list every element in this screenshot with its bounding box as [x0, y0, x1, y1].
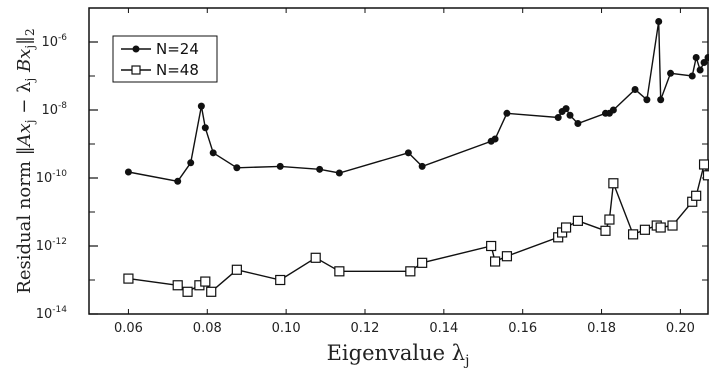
data-point-n24 — [233, 164, 241, 172]
data-point-n24 — [700, 58, 708, 66]
y-axis-label: Residual norm ‖Axj − λj Bxj‖2 — [14, 28, 37, 293]
data-point-n24 — [609, 106, 617, 114]
data-point-n24 — [187, 159, 195, 167]
y-tick-label: 10-12 — [36, 237, 67, 254]
data-point-n24 — [688, 72, 696, 80]
x-tick-label: 0.18 — [587, 321, 616, 336]
data-point-n48 — [655, 222, 666, 233]
series-line-n48 — [128, 162, 709, 293]
data-point-n24 — [554, 114, 562, 122]
data-point-n48 — [501, 251, 513, 262]
x-axis-label: Eigenvalue λj — [327, 341, 470, 369]
data-point-n24 — [667, 69, 675, 77]
data-point-n48 — [172, 280, 183, 291]
data-point-n24 — [124, 168, 132, 176]
data-point-n48 — [182, 286, 193, 297]
data-point-n24 — [276, 162, 284, 170]
data-point-n48 — [702, 170, 709, 181]
legend-marker-n24 — [132, 45, 140, 53]
data-point-n48 — [417, 257, 428, 268]
data-point-n48 — [572, 215, 583, 226]
data-point-n48 — [627, 229, 639, 240]
data-point-n24 — [491, 135, 499, 143]
data-point-n24 — [209, 149, 217, 157]
data-point-n24 — [655, 18, 663, 26]
y-tick-label: 10-6 — [41, 33, 67, 50]
data-point-n48 — [275, 274, 286, 286]
data-point-n24 — [566, 111, 574, 119]
y-tick-label: 10-10 — [36, 169, 68, 186]
x-tick-label: 0.06 — [114, 321, 143, 336]
data-point-n48 — [667, 220, 678, 231]
data-point-n24 — [692, 54, 700, 62]
data-point-n48 — [560, 222, 572, 233]
y-tick-label: 10-8 — [41, 101, 67, 118]
data-point-n24 — [201, 124, 209, 132]
data-point-n48 — [489, 256, 501, 267]
series-layer — [123, 18, 709, 297]
data-point-n24 — [197, 102, 205, 110]
data-point-n24 — [643, 96, 651, 104]
data-point-n24 — [562, 105, 570, 113]
x-tick-label: 0.16 — [508, 321, 537, 336]
data-point-n24 — [418, 162, 426, 170]
data-point-n48 — [231, 264, 242, 275]
data-point-n48 — [123, 273, 134, 284]
x-axis-ticks: 0.06 0.08 0.10 0.12 0.14 0.16 0.18 0.20 — [114, 8, 695, 336]
data-point-n48 — [310, 252, 321, 263]
x-tick-label: 0.10 — [272, 321, 301, 336]
data-point-n48 — [698, 159, 709, 170]
data-point-n24 — [696, 66, 704, 74]
data-point-n48 — [486, 240, 497, 252]
x-tick-label: 0.12 — [351, 321, 380, 336]
legend-box — [112, 35, 218, 83]
data-point-n24 — [704, 54, 709, 62]
x-tick-label: 0.14 — [429, 321, 458, 336]
data-point-n48 — [200, 276, 211, 287]
legend: N=24 N=48 — [112, 35, 218, 83]
data-point-n48 — [639, 224, 651, 235]
data-point-n24 — [631, 86, 639, 94]
legend-label-n24: N=24 — [156, 40, 199, 58]
data-point-n48 — [206, 286, 217, 297]
data-point-n48 — [608, 178, 619, 189]
data-point-n24 — [404, 149, 412, 157]
data-point-n24 — [574, 120, 582, 128]
x-tick-label: 0.08 — [193, 321, 222, 336]
data-point-n48 — [604, 214, 615, 225]
data-point-n48 — [600, 225, 611, 236]
legend-label-n48: N=48 — [156, 61, 199, 79]
y-tick-label: 10-14 — [36, 305, 68, 322]
data-point-n48 — [334, 266, 345, 277]
data-point-n24 — [316, 165, 324, 173]
data-point-n48 — [691, 190, 702, 201]
data-point-n24 — [657, 96, 665, 104]
legend-marker-n48 — [131, 65, 141, 75]
x-tick-label: 0.20 — [666, 321, 695, 336]
data-point-n24 — [335, 169, 343, 177]
data-point-n24 — [174, 177, 182, 185]
data-point-n48 — [405, 266, 416, 277]
data-point-n24 — [503, 109, 511, 117]
